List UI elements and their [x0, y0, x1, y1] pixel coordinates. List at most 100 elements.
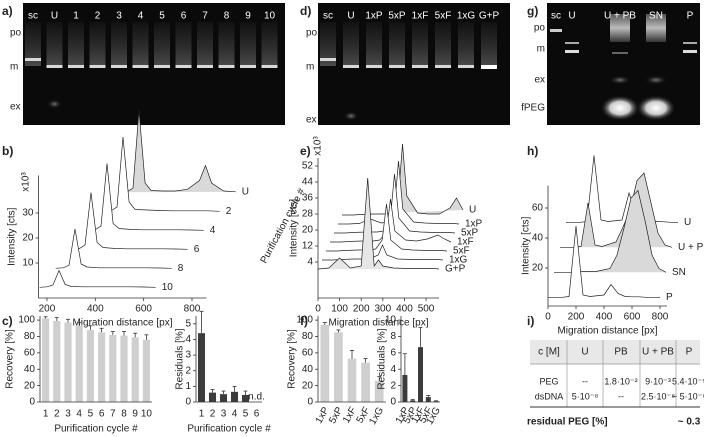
- lane-smear: [89, 22, 106, 66]
- lane-label: sc: [551, 11, 561, 22]
- series-label: U: [242, 186, 249, 197]
- x-tick-label: 5: [243, 409, 249, 420]
- side-label: ex: [10, 102, 21, 113]
- bar: [208, 392, 217, 402]
- trace: [566, 155, 678, 223]
- series-label: 1xG: [449, 255, 468, 266]
- trace: [103, 136, 220, 212]
- bar: [374, 380, 384, 402]
- y-axis-title: Residuals [%]: [377, 328, 388, 389]
- x-tick-label: 5: [88, 409, 94, 420]
- bar: [98, 332, 106, 402]
- gel-blob: [343, 111, 359, 121]
- table-cell: PEG: [539, 376, 558, 386]
- bar: [334, 332, 343, 402]
- series-label: U: [469, 205, 476, 216]
- trace: [326, 203, 448, 252]
- lane-label: P: [687, 11, 694, 22]
- y-tick-label: 30: [22, 208, 34, 219]
- series-label: 10: [162, 282, 174, 293]
- series-label: 1xP: [465, 219, 483, 230]
- lane-label: SN: [649, 11, 663, 22]
- table-cell: dsDNA: [535, 391, 564, 401]
- series-axis-title: Purification cycle #: [259, 186, 308, 265]
- x-tick-label: 7: [110, 409, 116, 420]
- gel-band: [240, 65, 256, 68]
- x-tick-label: 800: [652, 312, 669, 323]
- gel-band: [550, 29, 562, 32]
- lane-label: 1: [73, 11, 79, 22]
- x-tick-label: 800: [184, 304, 201, 315]
- gel-band: [25, 58, 41, 61]
- lane-smear: [458, 22, 474, 66]
- y-tick-label: 52: [302, 161, 314, 172]
- gel-glow: [636, 95, 676, 121]
- x-axis-title: Migration distance [px]: [328, 318, 428, 329]
- x-tick-label: 300: [374, 304, 391, 315]
- lane-label: 5xP: [388, 11, 406, 22]
- x-tick-label: 200: [353, 304, 370, 315]
- value-label: n.d.: [248, 392, 265, 403]
- y-tick-label: 60: [302, 347, 314, 358]
- x-tick-label: 2: [210, 409, 216, 420]
- gel-band: [481, 65, 497, 69]
- side-label: m: [306, 62, 314, 73]
- trace: [55, 228, 172, 269]
- x-tick-label: 3: [221, 409, 227, 420]
- side-label: m: [10, 62, 18, 73]
- bar: [109, 334, 117, 402]
- side-label: ex: [534, 75, 545, 86]
- y-tick-label: 0: [390, 397, 396, 408]
- bar: [197, 333, 206, 402]
- x-tick-label: 0: [545, 312, 551, 323]
- lane-label: U: [347, 11, 354, 22]
- y-axis-title: Recovery [%]: [287, 329, 298, 389]
- panel-label: c): [2, 314, 13, 328]
- x-tick-label: 6: [99, 409, 105, 420]
- lane-label: U: [51, 11, 58, 22]
- bar: [219, 394, 228, 402]
- bar: [347, 358, 357, 402]
- x-axis-title: Purification cycle #: [54, 424, 138, 435]
- bar: [53, 320, 61, 402]
- side-label: po: [306, 28, 318, 39]
- lane-smear: [389, 22, 405, 66]
- bar: [86, 329, 94, 402]
- lane-label: 5: [159, 11, 165, 22]
- x-tick-label: 0: [315, 304, 321, 315]
- lane-label: 10: [264, 11, 276, 22]
- gel-band: [343, 65, 359, 68]
- y-tick-label: 4: [390, 364, 396, 375]
- panel-label: d): [300, 4, 311, 18]
- lane-smear: [481, 22, 497, 66]
- x-tick-label: 100: [331, 304, 348, 315]
- series-label: U + PB: [678, 242, 704, 253]
- lane-smear: [25, 22, 41, 66]
- y-tick-label: 40: [24, 364, 36, 375]
- trace: [87, 163, 204, 231]
- y-tick-label: 3: [185, 350, 191, 361]
- table-cell: 9·10⁻³: [645, 376, 671, 386]
- series-label: 2: [226, 206, 232, 217]
- bar: [418, 347, 423, 402]
- gel-band: [132, 65, 149, 68]
- x-axis-title: Purification cycle #: [187, 424, 271, 435]
- lane-label: U: [568, 11, 575, 22]
- lane-smear: [218, 22, 235, 66]
- panel-label: e): [300, 144, 311, 158]
- table-cell: 5.4·10⁻⁵: [672, 376, 704, 386]
- y-axis-title: Intensity [cts]: [7, 207, 18, 266]
- panel-label: h): [527, 144, 538, 158]
- x-tick-label: 400: [396, 304, 413, 315]
- lane-smear: [132, 22, 149, 66]
- table-cell: ~ 5·10⁻⁸: [672, 391, 704, 401]
- lane-label: 2: [95, 11, 101, 22]
- table-header: U + PB: [642, 347, 674, 358]
- side-label: m: [537, 44, 545, 55]
- y-tick-label: 2: [390, 380, 396, 391]
- x-tick-label: 600: [624, 312, 641, 323]
- gel-band: [218, 65, 235, 68]
- lane-label: U + PB: [604, 11, 636, 22]
- table-cell: --: [582, 376, 588, 386]
- lane-label: sc: [323, 11, 333, 22]
